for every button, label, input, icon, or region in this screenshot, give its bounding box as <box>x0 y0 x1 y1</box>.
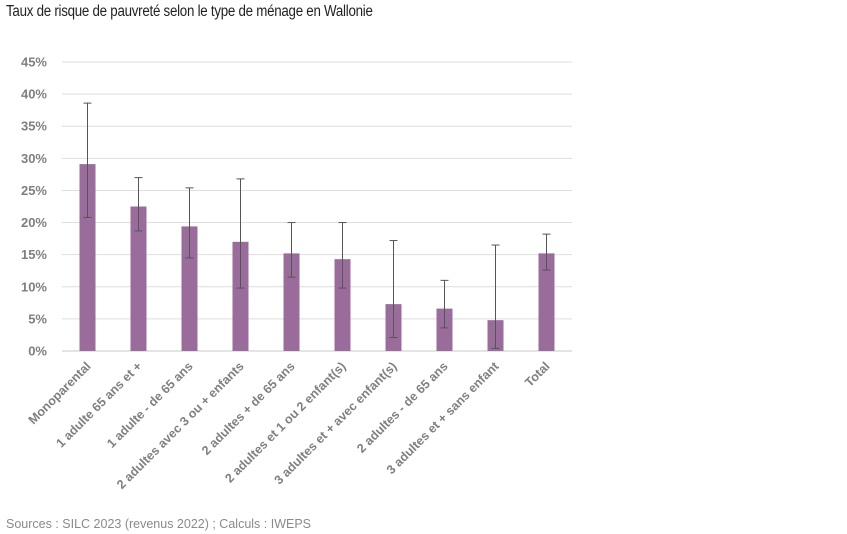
y-tick-label: 25% <box>21 183 47 198</box>
y-axis: 0% 5% 10% 15% 20% 25% 30% 35% 40% 45% <box>21 55 47 359</box>
y-tick-label: 30% <box>21 151 47 166</box>
gridlines <box>62 61 572 352</box>
bar <box>283 253 300 351</box>
bar <box>79 164 96 351</box>
bar <box>130 206 147 351</box>
y-tick-label: 20% <box>21 215 47 230</box>
x-category-label: 1 adulte 65 ans et + <box>53 359 144 450</box>
y-tick-label: 15% <box>21 247 47 262</box>
page-title: Taux de risque de pauvreté selon le type… <box>6 3 373 20</box>
bar <box>334 259 351 351</box>
bars <box>79 164 555 351</box>
x-category-label: Total <box>522 359 552 389</box>
y-tick-label: 0% <box>28 344 47 359</box>
bar <box>538 253 555 351</box>
x-category-label: 1 adulte - de 65 ans <box>104 359 195 450</box>
error-bars <box>83 102 551 349</box>
y-tick-label: 40% <box>21 87 47 102</box>
y-tick-label: 45% <box>21 55 47 70</box>
y-tick-label: 35% <box>21 119 47 134</box>
y-tick-label: 5% <box>28 311 47 326</box>
source-note: Sources : SILC 2023 (revenus 2022) ; Cal… <box>6 517 311 531</box>
y-tick-label: 10% <box>21 279 47 294</box>
x-category-label: 2 adultes + de 65 ans <box>199 359 298 458</box>
bar <box>436 308 453 351</box>
bar <box>232 241 249 351</box>
x-category-label: 2 adultes - de 65 ans <box>354 359 450 455</box>
